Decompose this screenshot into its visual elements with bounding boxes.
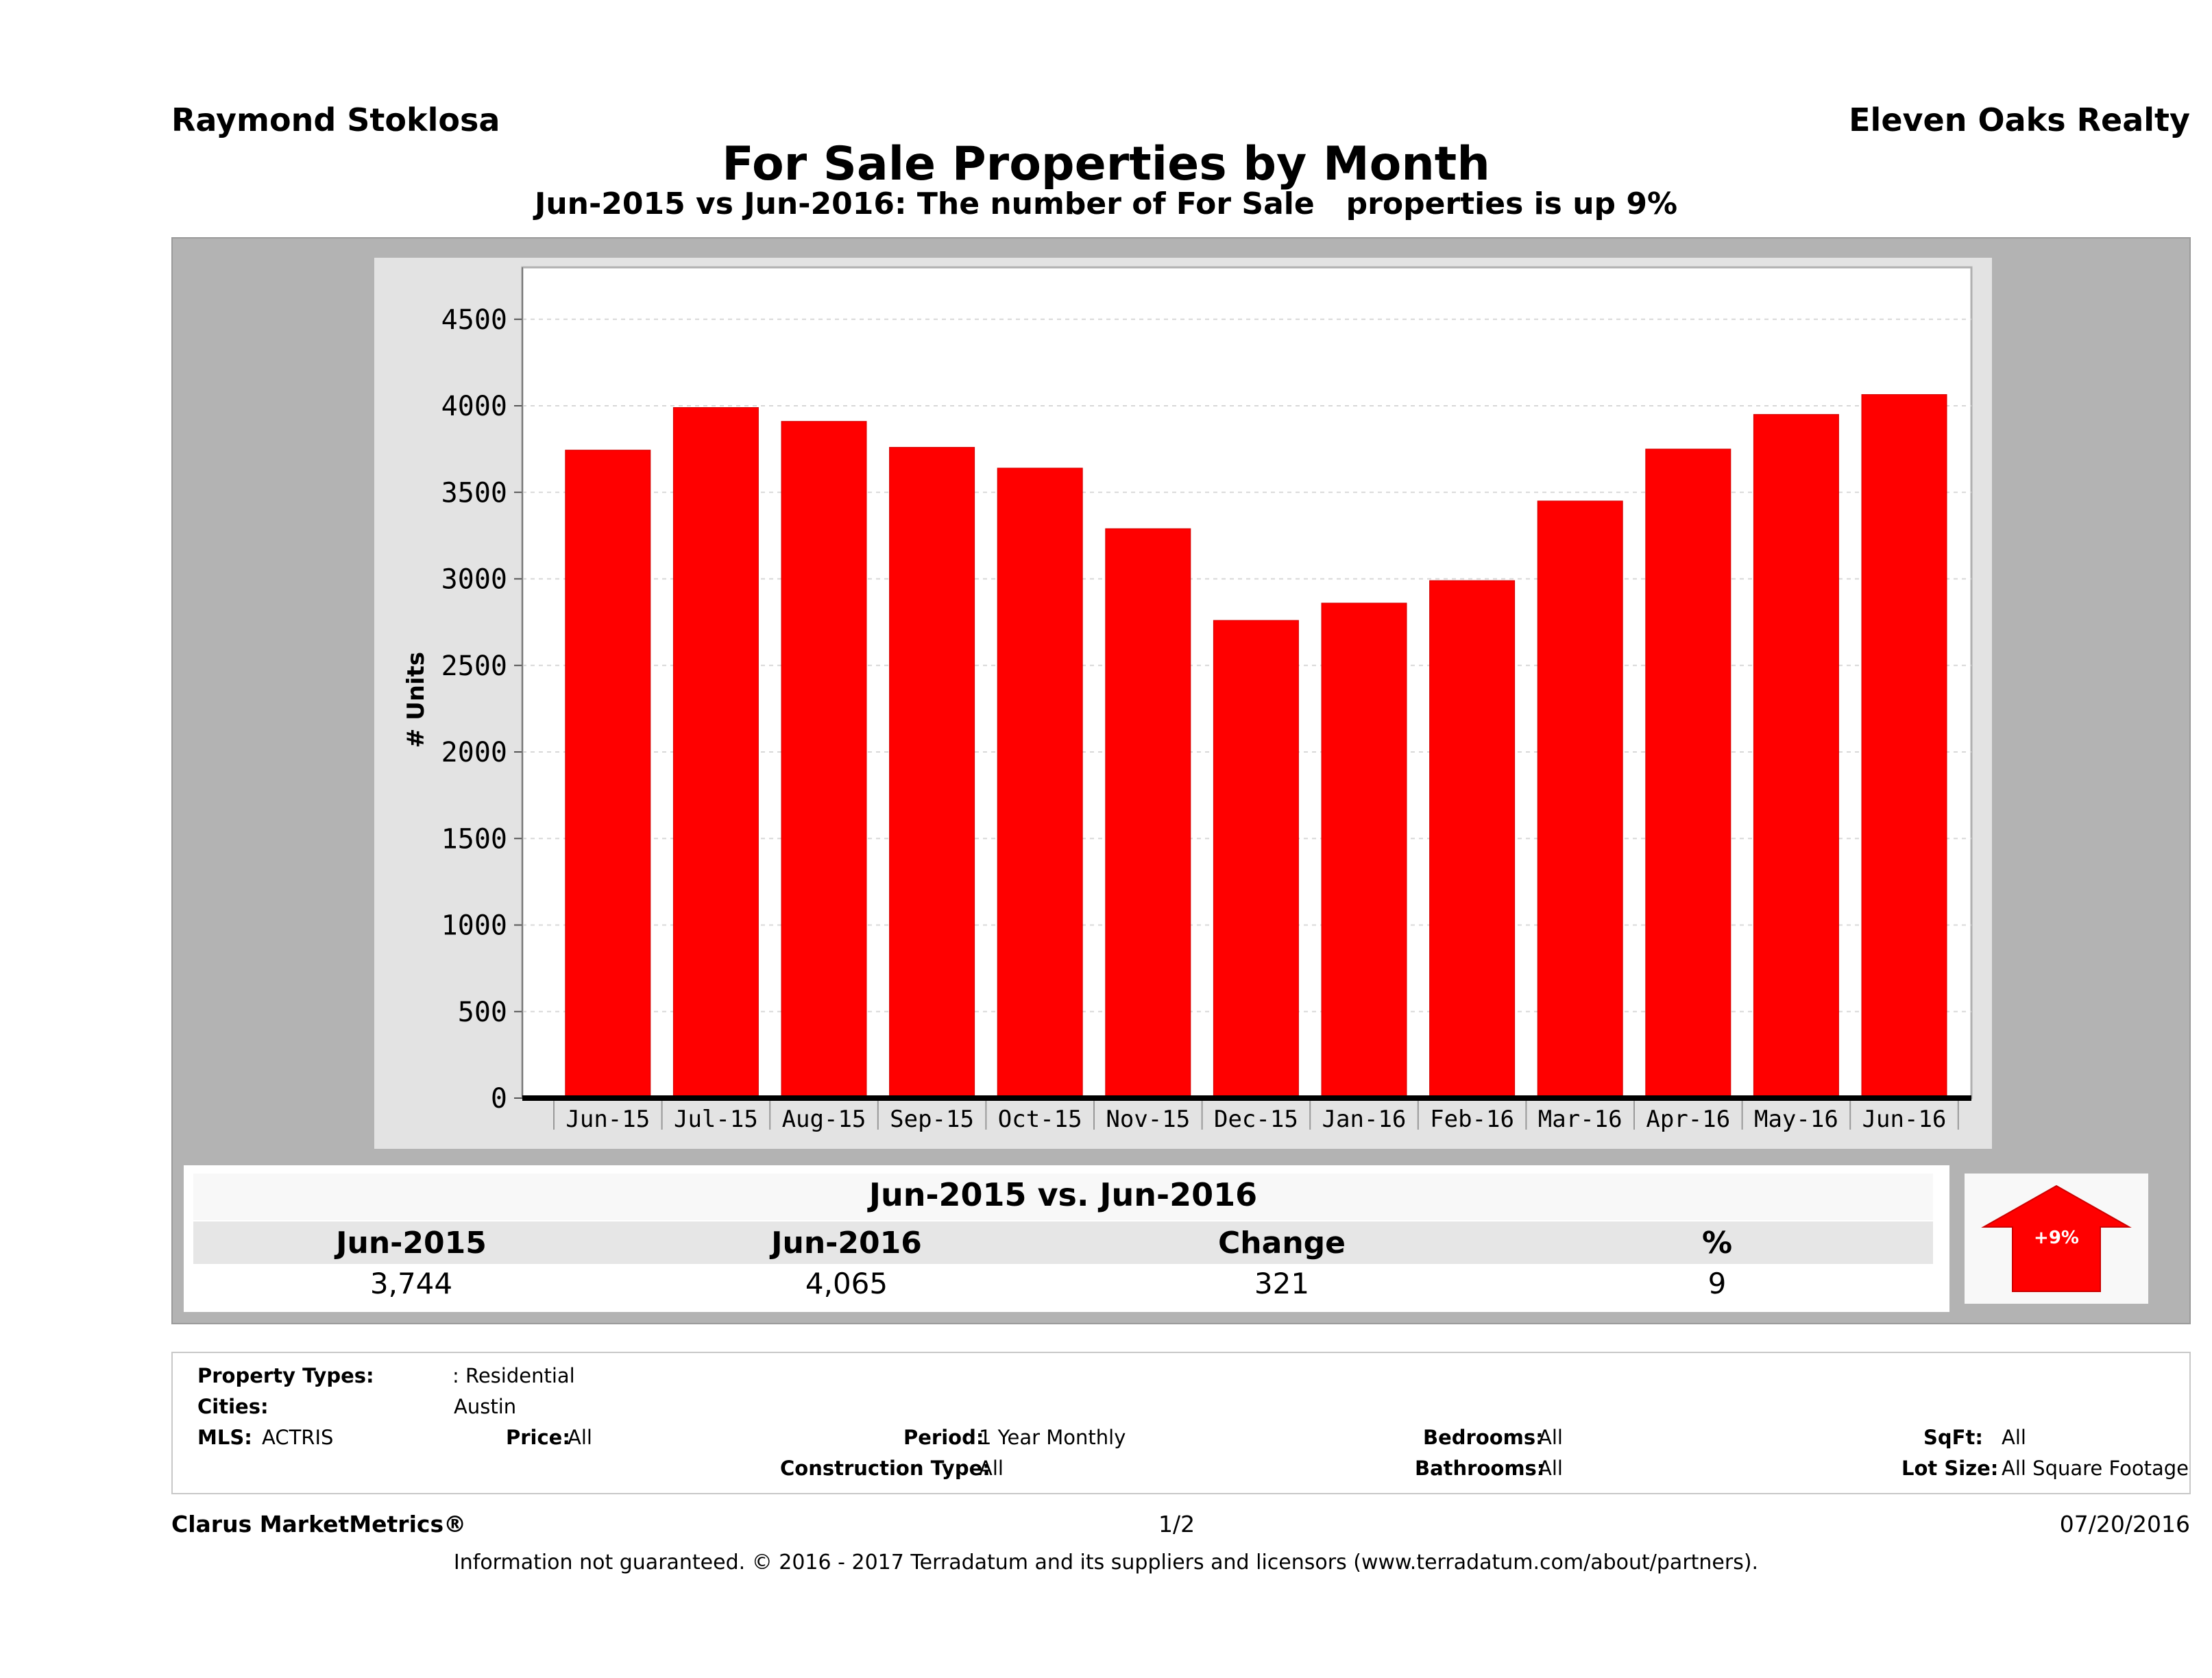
summary-header-band bbox=[193, 1221, 1933, 1264]
summary-value-jun-2015: 3,744 bbox=[369, 1267, 453, 1300]
mls-value: ACTRIS bbox=[262, 1426, 334, 1449]
bar-sep-15 bbox=[889, 447, 975, 1099]
y-tick-label: 4000 bbox=[441, 391, 507, 422]
y-axis-label: # Units bbox=[402, 652, 430, 748]
bar-oct-15 bbox=[997, 467, 1083, 1099]
summary-value-percent: 9 bbox=[1707, 1267, 1727, 1300]
disclaimer: Information not guaranteed. © 2016 - 201… bbox=[453, 1551, 1759, 1574]
construction-type-label: Construction Type: bbox=[780, 1457, 990, 1480]
x-tick-label: Sep-15 bbox=[890, 1106, 974, 1133]
y-tick-label: 500 bbox=[458, 997, 507, 1028]
x-tick-label: Aug-15 bbox=[782, 1106, 866, 1133]
bar-aug-15 bbox=[781, 421, 867, 1099]
summary-header-change: Change bbox=[1218, 1226, 1346, 1261]
bar-nov-15 bbox=[1105, 528, 1191, 1099]
page-title: For Sale Properties by Month bbox=[722, 137, 1490, 191]
summary-value-change: 321 bbox=[1254, 1267, 1310, 1300]
bedrooms-label: Bedrooms: bbox=[1423, 1426, 1544, 1449]
y-tick-label: 1500 bbox=[441, 823, 507, 855]
page-subtitle: Jun-2015 vs Jun-2016: The number of For … bbox=[534, 186, 1678, 221]
x-tick-label: Oct-15 bbox=[998, 1106, 1082, 1133]
filters-box bbox=[171, 1352, 2191, 1494]
construction-type-value: All bbox=[979, 1457, 1004, 1480]
x-tick-label: Jun-15 bbox=[566, 1106, 650, 1133]
y-tick-label: 3500 bbox=[441, 477, 507, 509]
bar-dec-15 bbox=[1213, 620, 1299, 1099]
bathrooms-label: Bathrooms: bbox=[1415, 1457, 1545, 1480]
x-tick-label: Jun-16 bbox=[1862, 1106, 1947, 1133]
summary-value-jun-2016: 4,065 bbox=[805, 1267, 888, 1300]
bathrooms-value: All bbox=[1538, 1457, 1563, 1480]
price-label: Price: bbox=[506, 1426, 570, 1449]
period-value: 1 Year Monthly bbox=[979, 1426, 1126, 1449]
x-tick-label: Mar-16 bbox=[1538, 1106, 1622, 1133]
y-tick-label: 4500 bbox=[441, 304, 507, 336]
x-tick-label: Jul-15 bbox=[674, 1106, 758, 1133]
x-tick-label: Feb-16 bbox=[1430, 1106, 1514, 1133]
x-tick-label: May-16 bbox=[1754, 1106, 1838, 1133]
summary-header-jun-2015: Jun-2015 bbox=[336, 1226, 487, 1261]
y-tick-label: 2000 bbox=[441, 737, 507, 768]
bar-chart: 0 500 1000 1500 2000 2500 3000 3500 4000 4500 Jun-… bbox=[402, 266, 1973, 1133]
up-arrow-icon: +9% bbox=[1981, 1184, 2132, 1292]
cities-label: Cities: bbox=[197, 1395, 269, 1418]
bar-jun-16 bbox=[1861, 394, 1947, 1099]
summary-title: Jun-2015 vs. Jun-2016 bbox=[868, 1176, 1258, 1213]
bar-feb-16 bbox=[1429, 580, 1516, 1099]
bar-jun-15 bbox=[565, 450, 651, 1099]
bar-jan-16 bbox=[1321, 603, 1407, 1099]
brokerage-name: Eleven Oaks Realty bbox=[1849, 101, 2190, 138]
bar-apr-16 bbox=[1645, 448, 1731, 1099]
agent-name: Raymond Stoklosa bbox=[171, 101, 500, 138]
bar-may-16 bbox=[1753, 414, 1839, 1099]
bar-jul-15 bbox=[672, 407, 759, 1099]
summary-header-jun-2016: Jun-2016 bbox=[771, 1226, 922, 1261]
x-tick-label: Nov-15 bbox=[1106, 1106, 1190, 1133]
change-badge-label: +9% bbox=[2034, 1228, 2079, 1248]
bar-mar-16 bbox=[1537, 500, 1623, 1099]
summary-value-band bbox=[193, 1265, 1933, 1304]
y-tick-label: 3000 bbox=[441, 564, 507, 596]
y-tick-label: 1000 bbox=[441, 910, 507, 942]
x-tick-label: Apr-16 bbox=[1646, 1106, 1730, 1133]
price-value: All bbox=[568, 1426, 592, 1449]
y-tick-label: 2500 bbox=[441, 650, 507, 682]
sqft-value: All bbox=[2002, 1426, 2026, 1449]
mls-label: MLS: bbox=[197, 1426, 252, 1449]
summary-header-percent: % bbox=[1701, 1226, 1733, 1261]
y-tick-label: 0 bbox=[491, 1083, 507, 1115]
property-types-value: : Residential bbox=[452, 1364, 575, 1387]
bedrooms-value: All bbox=[1538, 1426, 1563, 1449]
page-number: 1/2 bbox=[1158, 1511, 1195, 1537]
product-name: Clarus MarketMetrics® bbox=[171, 1511, 467, 1537]
up-arrow-shape bbox=[1981, 1184, 2132, 1292]
x-tick-label: Dec-15 bbox=[1214, 1106, 1298, 1133]
cities-value: Austin bbox=[454, 1395, 517, 1418]
period-label: Period: bbox=[903, 1426, 984, 1449]
summary-title-band bbox=[193, 1174, 1933, 1220]
x-tick-label: Jan-16 bbox=[1322, 1106, 1407, 1133]
sqft-label: SqFt: bbox=[1923, 1426, 1983, 1449]
lot-size-value: All Square Footage bbox=[2002, 1457, 2189, 1480]
property-types-label: Property Types: bbox=[197, 1364, 374, 1387]
report-date: 07/20/2016 bbox=[2059, 1511, 2190, 1537]
lot-size-label: Lot Size: bbox=[1901, 1457, 1999, 1480]
